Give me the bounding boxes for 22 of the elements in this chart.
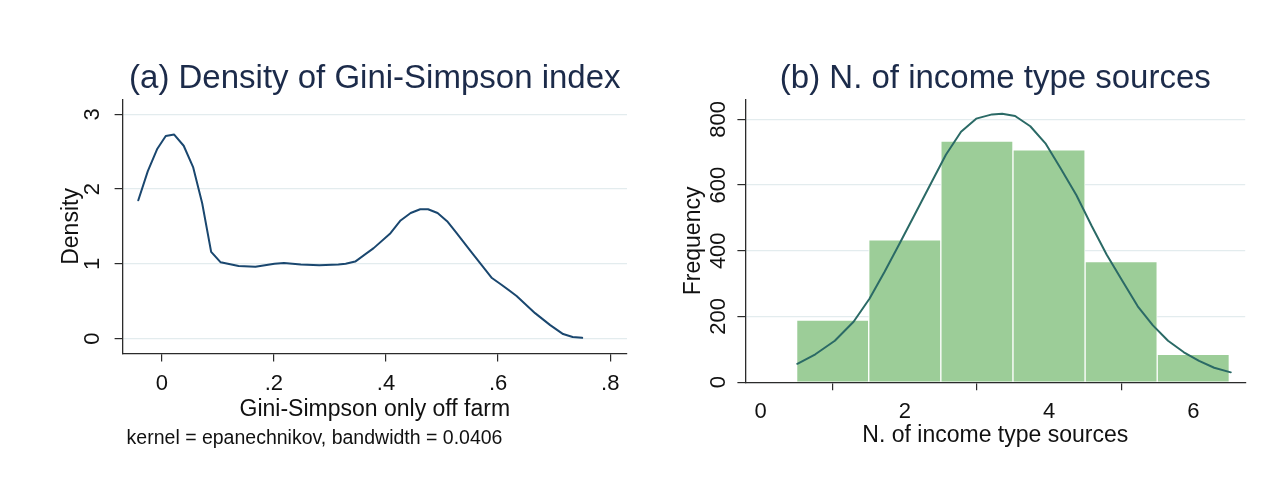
y-tick-label: 1 [78, 257, 104, 270]
chart-title: (b) N. of income type sources [779, 57, 1211, 95]
x-tick-label: .8 [601, 369, 620, 395]
x-axis-title: Gini-Simpson only off farm [239, 395, 511, 421]
chart-title: (a) Density of Gini-Simpson index [129, 58, 622, 95]
y-axis-title: Frequency [679, 186, 705, 296]
x-tick-label: 4 [1042, 398, 1056, 424]
y-tick-label: 600 [704, 166, 730, 204]
x-tick-label: .2 [264, 369, 284, 395]
y-tick-label: 400 [704, 232, 730, 270]
y-tick-label: 800 [704, 100, 730, 138]
x-tick-label: 0 [754, 398, 767, 424]
y-tick-label: 3 [78, 108, 104, 121]
y-tick-label: 0 [78, 332, 104, 345]
x-tick-label: .6 [488, 369, 508, 395]
x-tick-label: 6 [1187, 398, 1200, 424]
x-axis-title: N. of income type sources [862, 421, 1129, 447]
x-tick-label: 0 [155, 369, 168, 395]
x-tick-label: .4 [376, 369, 396, 395]
text: kernel = epanechnikov, bandwidth = 0.0406 [126, 426, 503, 448]
y-tick-label: 200 [704, 298, 730, 335]
x-tick-label: 2 [898, 398, 911, 424]
